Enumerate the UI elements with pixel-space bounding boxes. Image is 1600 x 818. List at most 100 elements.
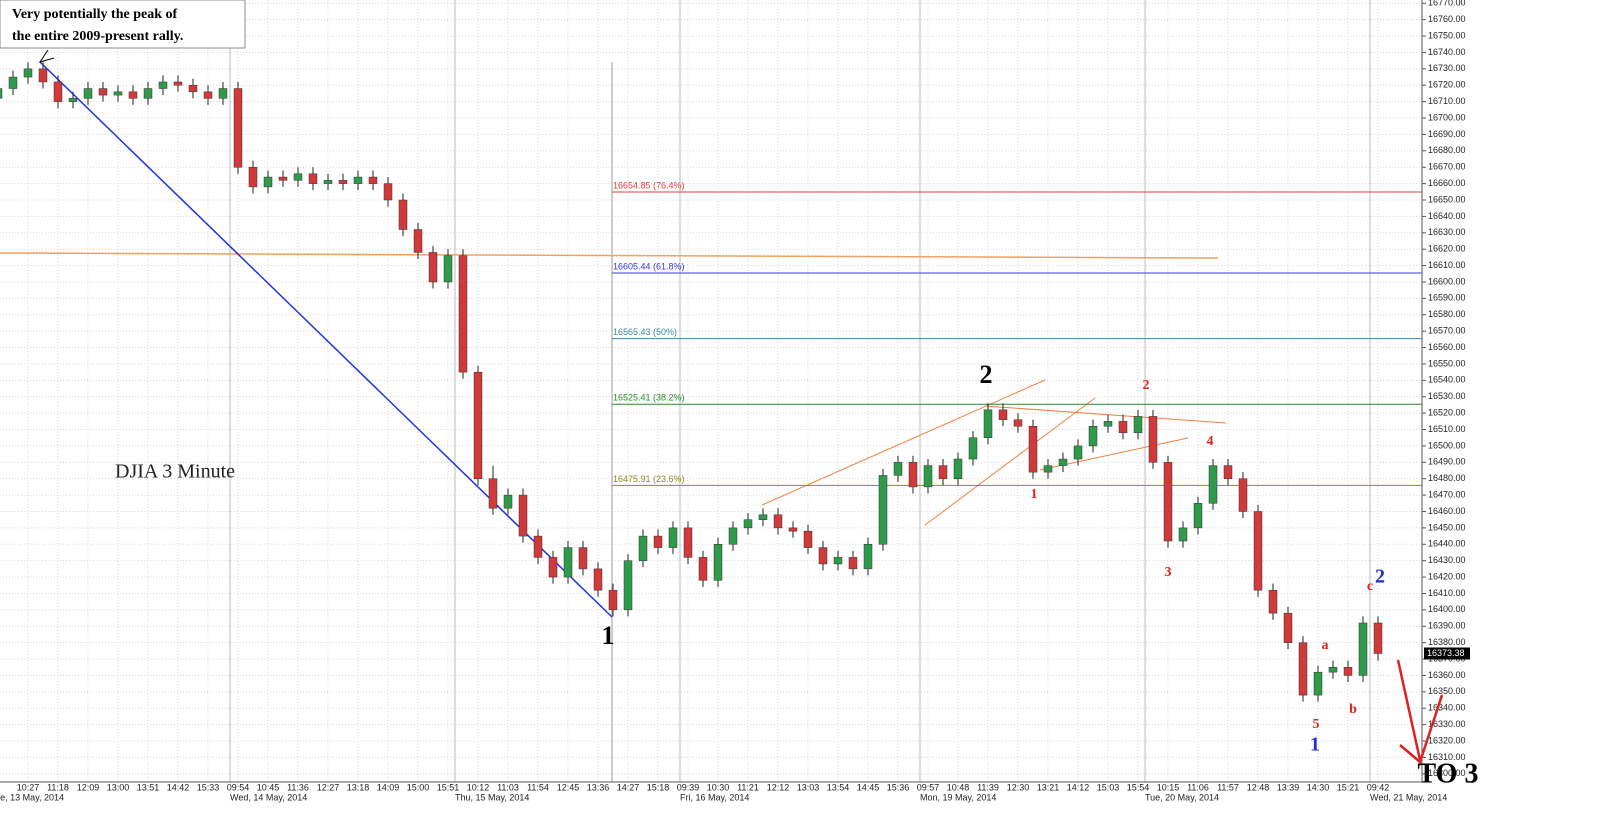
candle-body [263,176,273,188]
x-date-label: Fri, 16 May, 2014 [680,792,749,802]
candle-body [728,527,738,545]
candle-body [503,494,513,509]
candle-body [368,176,378,184]
x-tick-label: 12:27 [317,782,340,792]
candle-body [1358,622,1368,676]
candle-body [983,409,993,438]
candle-body [623,560,633,611]
x-tick-label: 15:00 [407,782,430,792]
fib-label: 16605.44 (61.8%) [613,261,685,271]
candle-body [1343,666,1353,676]
x-tick-label: 12:30 [1007,782,1030,792]
note-box [0,0,246,49]
y-tick-label: 16570.00 [1428,326,1466,336]
note-text: Very potentially the peak of [12,7,177,22]
candle-body [443,255,453,283]
last-price-box [1424,647,1470,660]
arrow-line [1396,659,1422,761]
candle-body [38,68,48,83]
y-tick-label: 16710.00 [1428,96,1466,106]
y-tick-label: 16400.00 [1428,604,1466,614]
candle-body [338,180,348,184]
candle-body [1148,416,1158,463]
y-tick-label: 16300.00 [1428,768,1466,778]
candle-body [563,547,573,578]
x-date-label: Thu, 15 May, 2014 [455,792,529,802]
candle-body [908,462,918,488]
last-price-label: 16373.38 [1427,648,1465,658]
x-tick-label: 09:42 [1367,782,1390,792]
x-tick-label: 14:12 [1067,782,1090,792]
candle-body [668,527,678,548]
candle-body [953,458,963,479]
candle-body [188,84,198,93]
x-tick-label: 10:30 [707,782,730,792]
candle-body [458,255,468,373]
y-tick-label: 16490.00 [1428,457,1466,467]
wave-label: 3 [1165,565,1172,580]
plot-area: 16654.85 (76.4%) 16605.44 (61.8%) 16565.43… [0,62,1422,702]
fib-label: 16565.43 (50%) [613,327,677,337]
y-tick-label: 16380.00 [1428,637,1466,647]
candle-body [383,183,393,201]
y-tick-label: 16730.00 [1428,63,1466,73]
candle-body [683,527,693,558]
candle-body [1028,425,1038,473]
y-tick-label: 16310.00 [1428,752,1466,762]
wave-label: 4 [1207,434,1214,449]
candle-body [1328,666,1338,673]
y-tick-label: 16500.00 [1428,440,1466,450]
channel-line [984,405,1227,424]
x-tick-label: 15:36 [887,782,910,792]
y-tick-label: 16690.00 [1428,129,1466,139]
candle-body [308,173,318,184]
x-tick-label: 15:54 [1127,782,1150,792]
y-tick-label: 16350.00 [1428,686,1466,696]
x-tick-label: 11:54 [527,782,549,792]
candle-body [218,88,228,99]
x-tick-label: 10:45 [257,782,280,792]
y-tick-label: 16700.00 [1428,112,1466,122]
candle-body [1178,527,1188,542]
x-tick-label: 11:39 [977,782,999,792]
candle-body [518,494,528,537]
candle-body [1058,458,1068,466]
candle-body [1073,445,1083,460]
x-tick-label: 14:45 [857,782,880,792]
candle-body [1373,622,1383,654]
candle-body [848,557,858,570]
fib-label: 16654.85 (76.4%) [613,180,685,190]
x-tick-label: 11:21 [737,782,759,792]
fib-label: 16475.91 (23.6%) [613,474,685,484]
fib-label: 16525.41 (38.2%) [613,393,685,403]
candle-body [773,514,783,529]
x-tick-label: 15:03 [1097,782,1120,792]
y-tick-label: 16660.00 [1428,178,1466,188]
x-tick-label: 10:12 [467,782,490,792]
candle-body [1298,642,1308,696]
x-tick-label: 09:39 [677,782,700,792]
candle-body [53,81,63,102]
y-tick-label: 16610.00 [1428,260,1466,270]
candle-body [1043,465,1053,473]
wave-label: 2 [1375,566,1385,588]
wave-label: TO 3 [1418,758,1479,789]
x-tick-label: 13:39 [1277,782,1300,792]
x-tick-label: 15:51 [437,782,460,792]
candle-body [23,68,33,78]
x-tick-label: 11:03 [497,782,519,792]
candle-body [293,173,303,181]
x-tick-label: 14:42 [167,782,190,792]
y-tick-label: 16480.00 [1428,473,1466,483]
wave-label: c [1367,579,1373,594]
candle-body [998,409,1008,420]
x-tick-label: 14:30 [1307,782,1330,792]
candle-body [608,589,618,611]
candle-body [653,535,663,548]
y-tick-label: 16740.00 [1428,47,1466,57]
candle-body [713,544,723,581]
candle-body [143,88,153,99]
y-tick-label: 16580.00 [1428,309,1466,319]
